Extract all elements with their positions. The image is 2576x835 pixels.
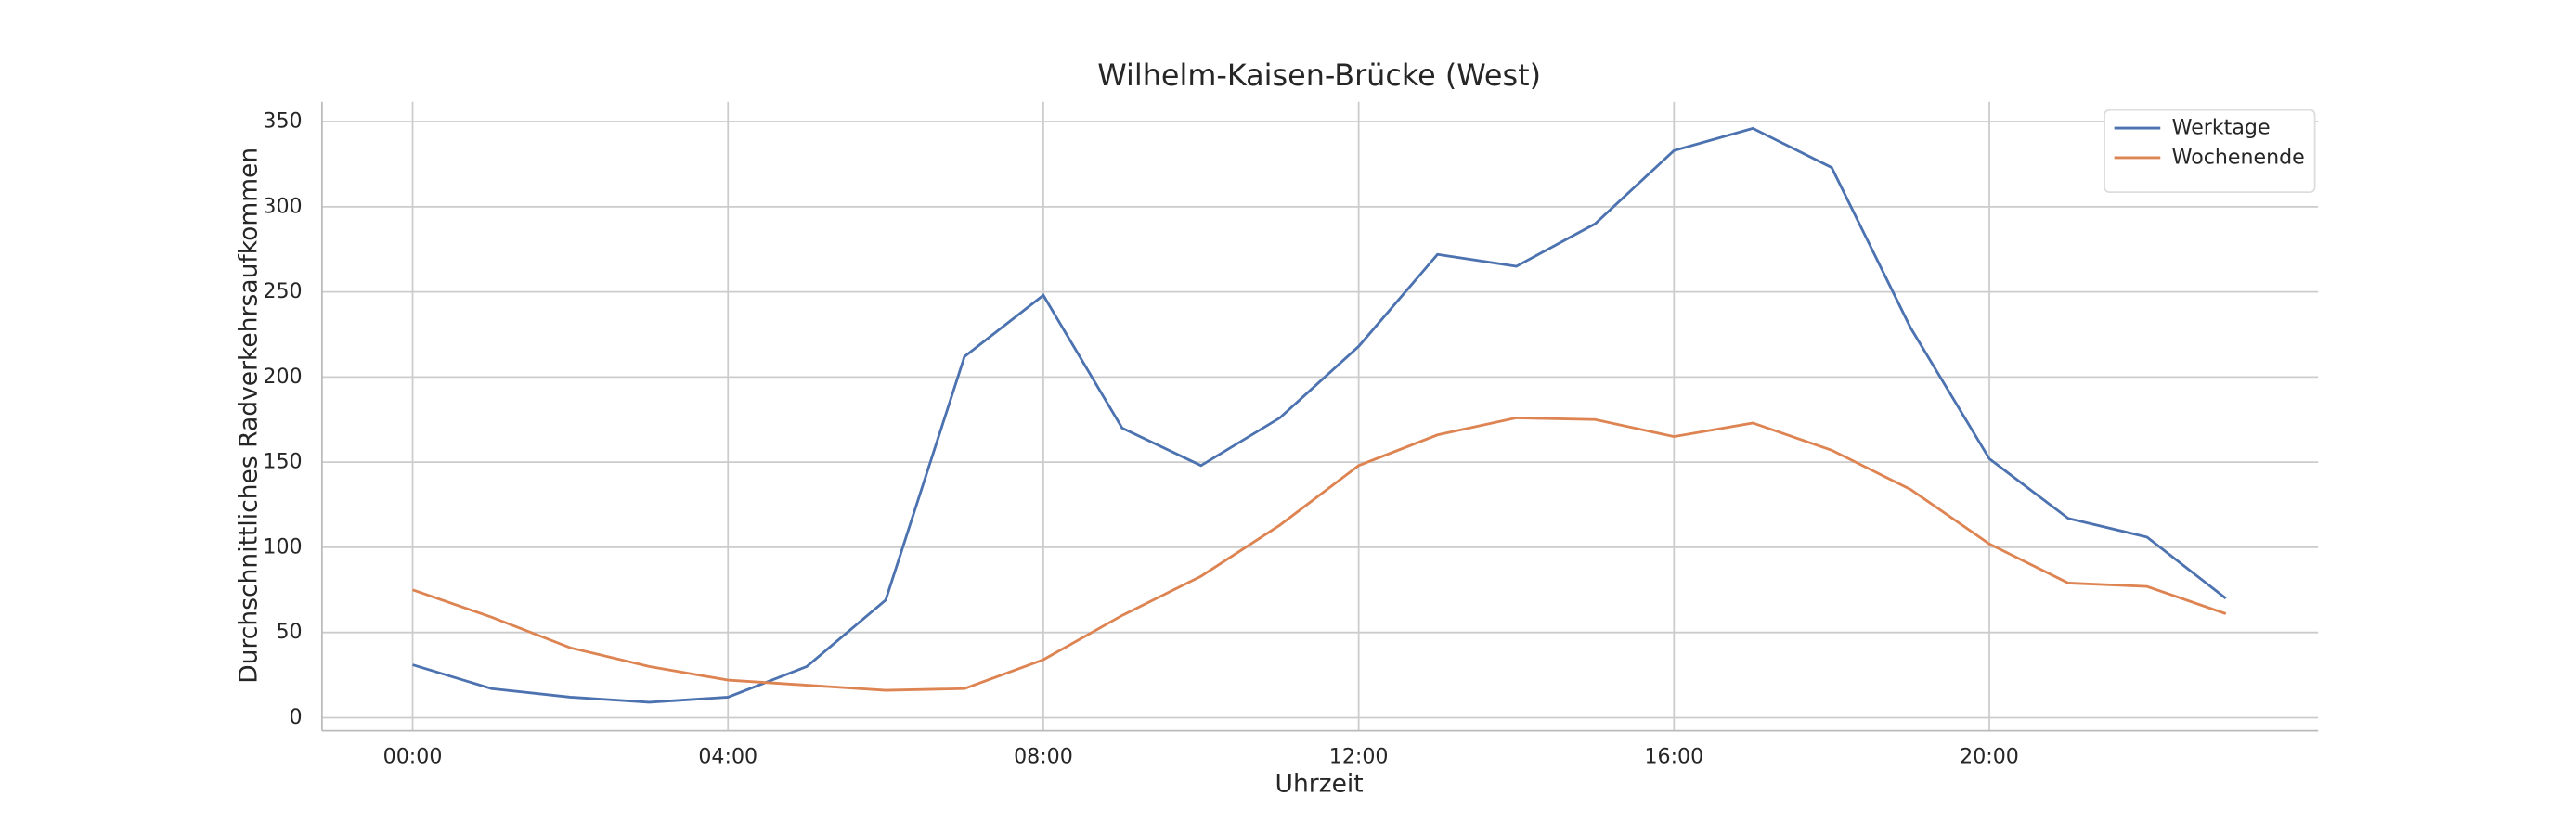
lines xyxy=(412,126,2227,704)
y-tick-label: 350 xyxy=(263,109,302,134)
x-axis-label: Uhrzeit xyxy=(1275,769,1364,798)
y-tick-label: 250 xyxy=(263,279,302,303)
series-line xyxy=(412,416,2227,692)
y-tick-label: 0 xyxy=(290,705,303,729)
series-line xyxy=(412,126,2227,704)
x-tick-label: 20:00 xyxy=(1960,744,2019,768)
x-tick-label: 08:00 xyxy=(1014,744,1073,768)
legend-box xyxy=(2104,109,2316,193)
grid xyxy=(321,101,2319,731)
y-tick-label: 100 xyxy=(263,534,302,559)
y-tick-label: 150 xyxy=(263,450,302,474)
y-tick-label: 50 xyxy=(276,620,302,644)
legend: Werktage Wochenende xyxy=(2104,109,2316,193)
x-tick-label: 04:00 xyxy=(698,744,757,768)
x-tick-label: 16:00 xyxy=(1644,744,1703,768)
x-tick-label: 00:00 xyxy=(383,744,443,768)
y-tick-label: 200 xyxy=(263,365,302,389)
legend-label: Werktage xyxy=(2172,116,2271,140)
chart-title: Wilhelm-Kaisen-Brücke (West) xyxy=(1097,58,1541,93)
y-axis-label: Durchschnittliches Radverkehrsaufkommen xyxy=(235,148,264,684)
legend-label: Wochenende xyxy=(2172,145,2305,169)
x-tick-label: 12:00 xyxy=(1329,744,1389,768)
y-tick-label: 300 xyxy=(263,194,302,218)
